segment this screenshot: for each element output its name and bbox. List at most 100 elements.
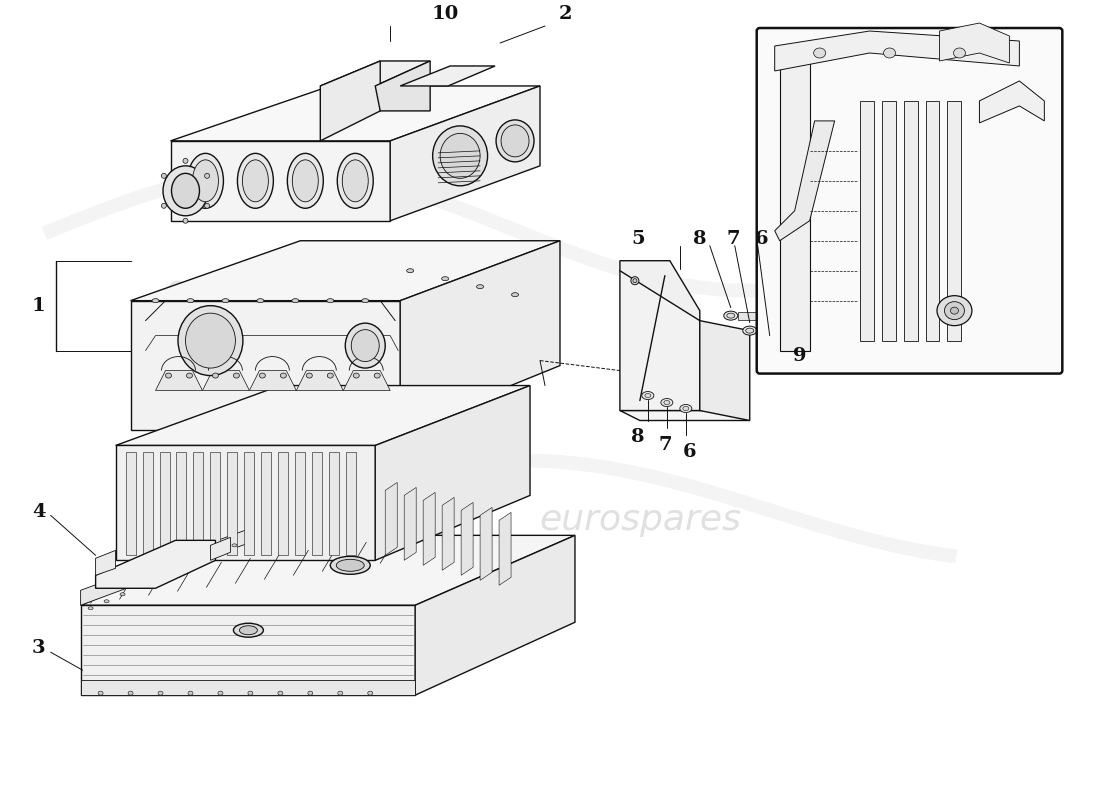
Ellipse shape: [192, 160, 219, 202]
Ellipse shape: [496, 120, 534, 162]
Polygon shape: [346, 453, 356, 555]
Ellipse shape: [680, 405, 692, 413]
Polygon shape: [499, 512, 512, 586]
Polygon shape: [320, 61, 381, 141]
Ellipse shape: [152, 298, 160, 302]
Ellipse shape: [238, 154, 274, 208]
Polygon shape: [125, 453, 135, 555]
Ellipse shape: [162, 174, 166, 178]
Ellipse shape: [88, 606, 94, 610]
Polygon shape: [202, 370, 250, 390]
Ellipse shape: [762, 336, 777, 345]
Ellipse shape: [954, 48, 966, 58]
Text: 6: 6: [755, 230, 769, 248]
Ellipse shape: [278, 691, 283, 695]
Polygon shape: [774, 31, 1020, 71]
Ellipse shape: [724, 311, 738, 320]
Polygon shape: [295, 453, 306, 555]
Ellipse shape: [327, 298, 333, 302]
Ellipse shape: [128, 691, 133, 695]
Ellipse shape: [152, 578, 157, 582]
Ellipse shape: [766, 338, 773, 343]
Polygon shape: [296, 370, 343, 390]
Ellipse shape: [337, 559, 364, 571]
Polygon shape: [320, 61, 430, 86]
Polygon shape: [210, 538, 230, 560]
Polygon shape: [262, 453, 272, 555]
Polygon shape: [343, 370, 390, 390]
Ellipse shape: [240, 626, 257, 634]
Ellipse shape: [374, 373, 381, 378]
Polygon shape: [939, 23, 1010, 63]
Ellipse shape: [187, 373, 192, 378]
Polygon shape: [278, 453, 288, 555]
Ellipse shape: [742, 326, 757, 335]
Polygon shape: [903, 101, 917, 341]
Polygon shape: [96, 540, 216, 588]
Polygon shape: [620, 270, 700, 410]
Polygon shape: [424, 493, 436, 566]
Ellipse shape: [178, 306, 243, 375]
Ellipse shape: [661, 398, 673, 406]
Ellipse shape: [642, 391, 653, 399]
Ellipse shape: [184, 565, 189, 568]
Polygon shape: [312, 453, 322, 555]
Ellipse shape: [440, 134, 480, 178]
Text: eurospares: eurospares: [164, 273, 367, 318]
Text: 6: 6: [683, 443, 696, 462]
Ellipse shape: [476, 285, 484, 289]
Ellipse shape: [727, 313, 735, 318]
Polygon shape: [947, 101, 961, 341]
Ellipse shape: [632, 278, 637, 282]
Polygon shape: [80, 680, 415, 695]
Ellipse shape: [233, 373, 240, 378]
Polygon shape: [116, 386, 530, 446]
Ellipse shape: [950, 307, 958, 314]
Ellipse shape: [645, 394, 651, 398]
Text: 8: 8: [693, 230, 706, 248]
Ellipse shape: [293, 160, 318, 202]
Polygon shape: [228, 453, 238, 555]
Text: 4: 4: [32, 503, 45, 522]
Ellipse shape: [212, 373, 219, 378]
Polygon shape: [400, 241, 560, 430]
Polygon shape: [80, 606, 415, 695]
Ellipse shape: [187, 154, 223, 208]
Polygon shape: [176, 453, 187, 555]
Ellipse shape: [338, 154, 373, 208]
Polygon shape: [131, 301, 400, 430]
Ellipse shape: [98, 691, 103, 695]
Polygon shape: [210, 453, 220, 555]
Polygon shape: [700, 321, 750, 421]
Text: 9: 9: [793, 346, 806, 365]
Polygon shape: [620, 261, 700, 321]
Ellipse shape: [746, 328, 754, 333]
Polygon shape: [170, 86, 540, 141]
Ellipse shape: [945, 302, 965, 320]
Polygon shape: [979, 81, 1044, 123]
Ellipse shape: [232, 544, 236, 547]
Ellipse shape: [183, 218, 188, 223]
Polygon shape: [766, 310, 772, 321]
Ellipse shape: [308, 691, 312, 695]
Ellipse shape: [242, 160, 268, 202]
Ellipse shape: [163, 166, 208, 216]
Polygon shape: [881, 101, 895, 341]
Polygon shape: [738, 312, 766, 320]
Ellipse shape: [183, 158, 188, 163]
Polygon shape: [461, 502, 473, 575]
Ellipse shape: [683, 406, 689, 410]
FancyBboxPatch shape: [757, 28, 1063, 374]
Polygon shape: [757, 326, 784, 334]
Polygon shape: [375, 386, 530, 560]
Ellipse shape: [287, 154, 323, 208]
Ellipse shape: [260, 373, 265, 378]
Ellipse shape: [168, 572, 173, 574]
Ellipse shape: [136, 586, 141, 589]
Ellipse shape: [172, 174, 199, 208]
Ellipse shape: [937, 296, 972, 326]
Polygon shape: [244, 453, 254, 555]
Text: 7: 7: [658, 437, 672, 454]
Ellipse shape: [200, 558, 205, 561]
Ellipse shape: [441, 277, 449, 281]
